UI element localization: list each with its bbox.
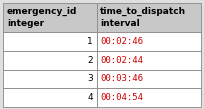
Bar	[97, 32, 201, 51]
Text: integer: integer	[7, 20, 44, 28]
Text: 2: 2	[88, 56, 93, 65]
Text: 00:03:46: 00:03:46	[100, 74, 143, 83]
Bar	[3, 88, 97, 107]
Bar	[3, 3, 97, 32]
Text: 4: 4	[88, 93, 93, 102]
Bar	[97, 88, 201, 107]
Bar	[3, 51, 97, 70]
Text: 3: 3	[87, 74, 93, 83]
Text: 1: 1	[87, 37, 93, 46]
Bar	[3, 32, 97, 51]
Text: 00:02:46: 00:02:46	[100, 37, 143, 46]
Text: 00:04:54: 00:04:54	[100, 93, 143, 102]
Bar	[97, 70, 201, 88]
Text: 00:02:44: 00:02:44	[100, 56, 143, 65]
Bar	[97, 3, 201, 32]
Bar	[3, 70, 97, 88]
Text: emergency_id: emergency_id	[7, 7, 77, 16]
Text: interval: interval	[100, 20, 140, 28]
Bar	[97, 51, 201, 70]
Text: time_to_dispatch: time_to_dispatch	[100, 7, 186, 16]
